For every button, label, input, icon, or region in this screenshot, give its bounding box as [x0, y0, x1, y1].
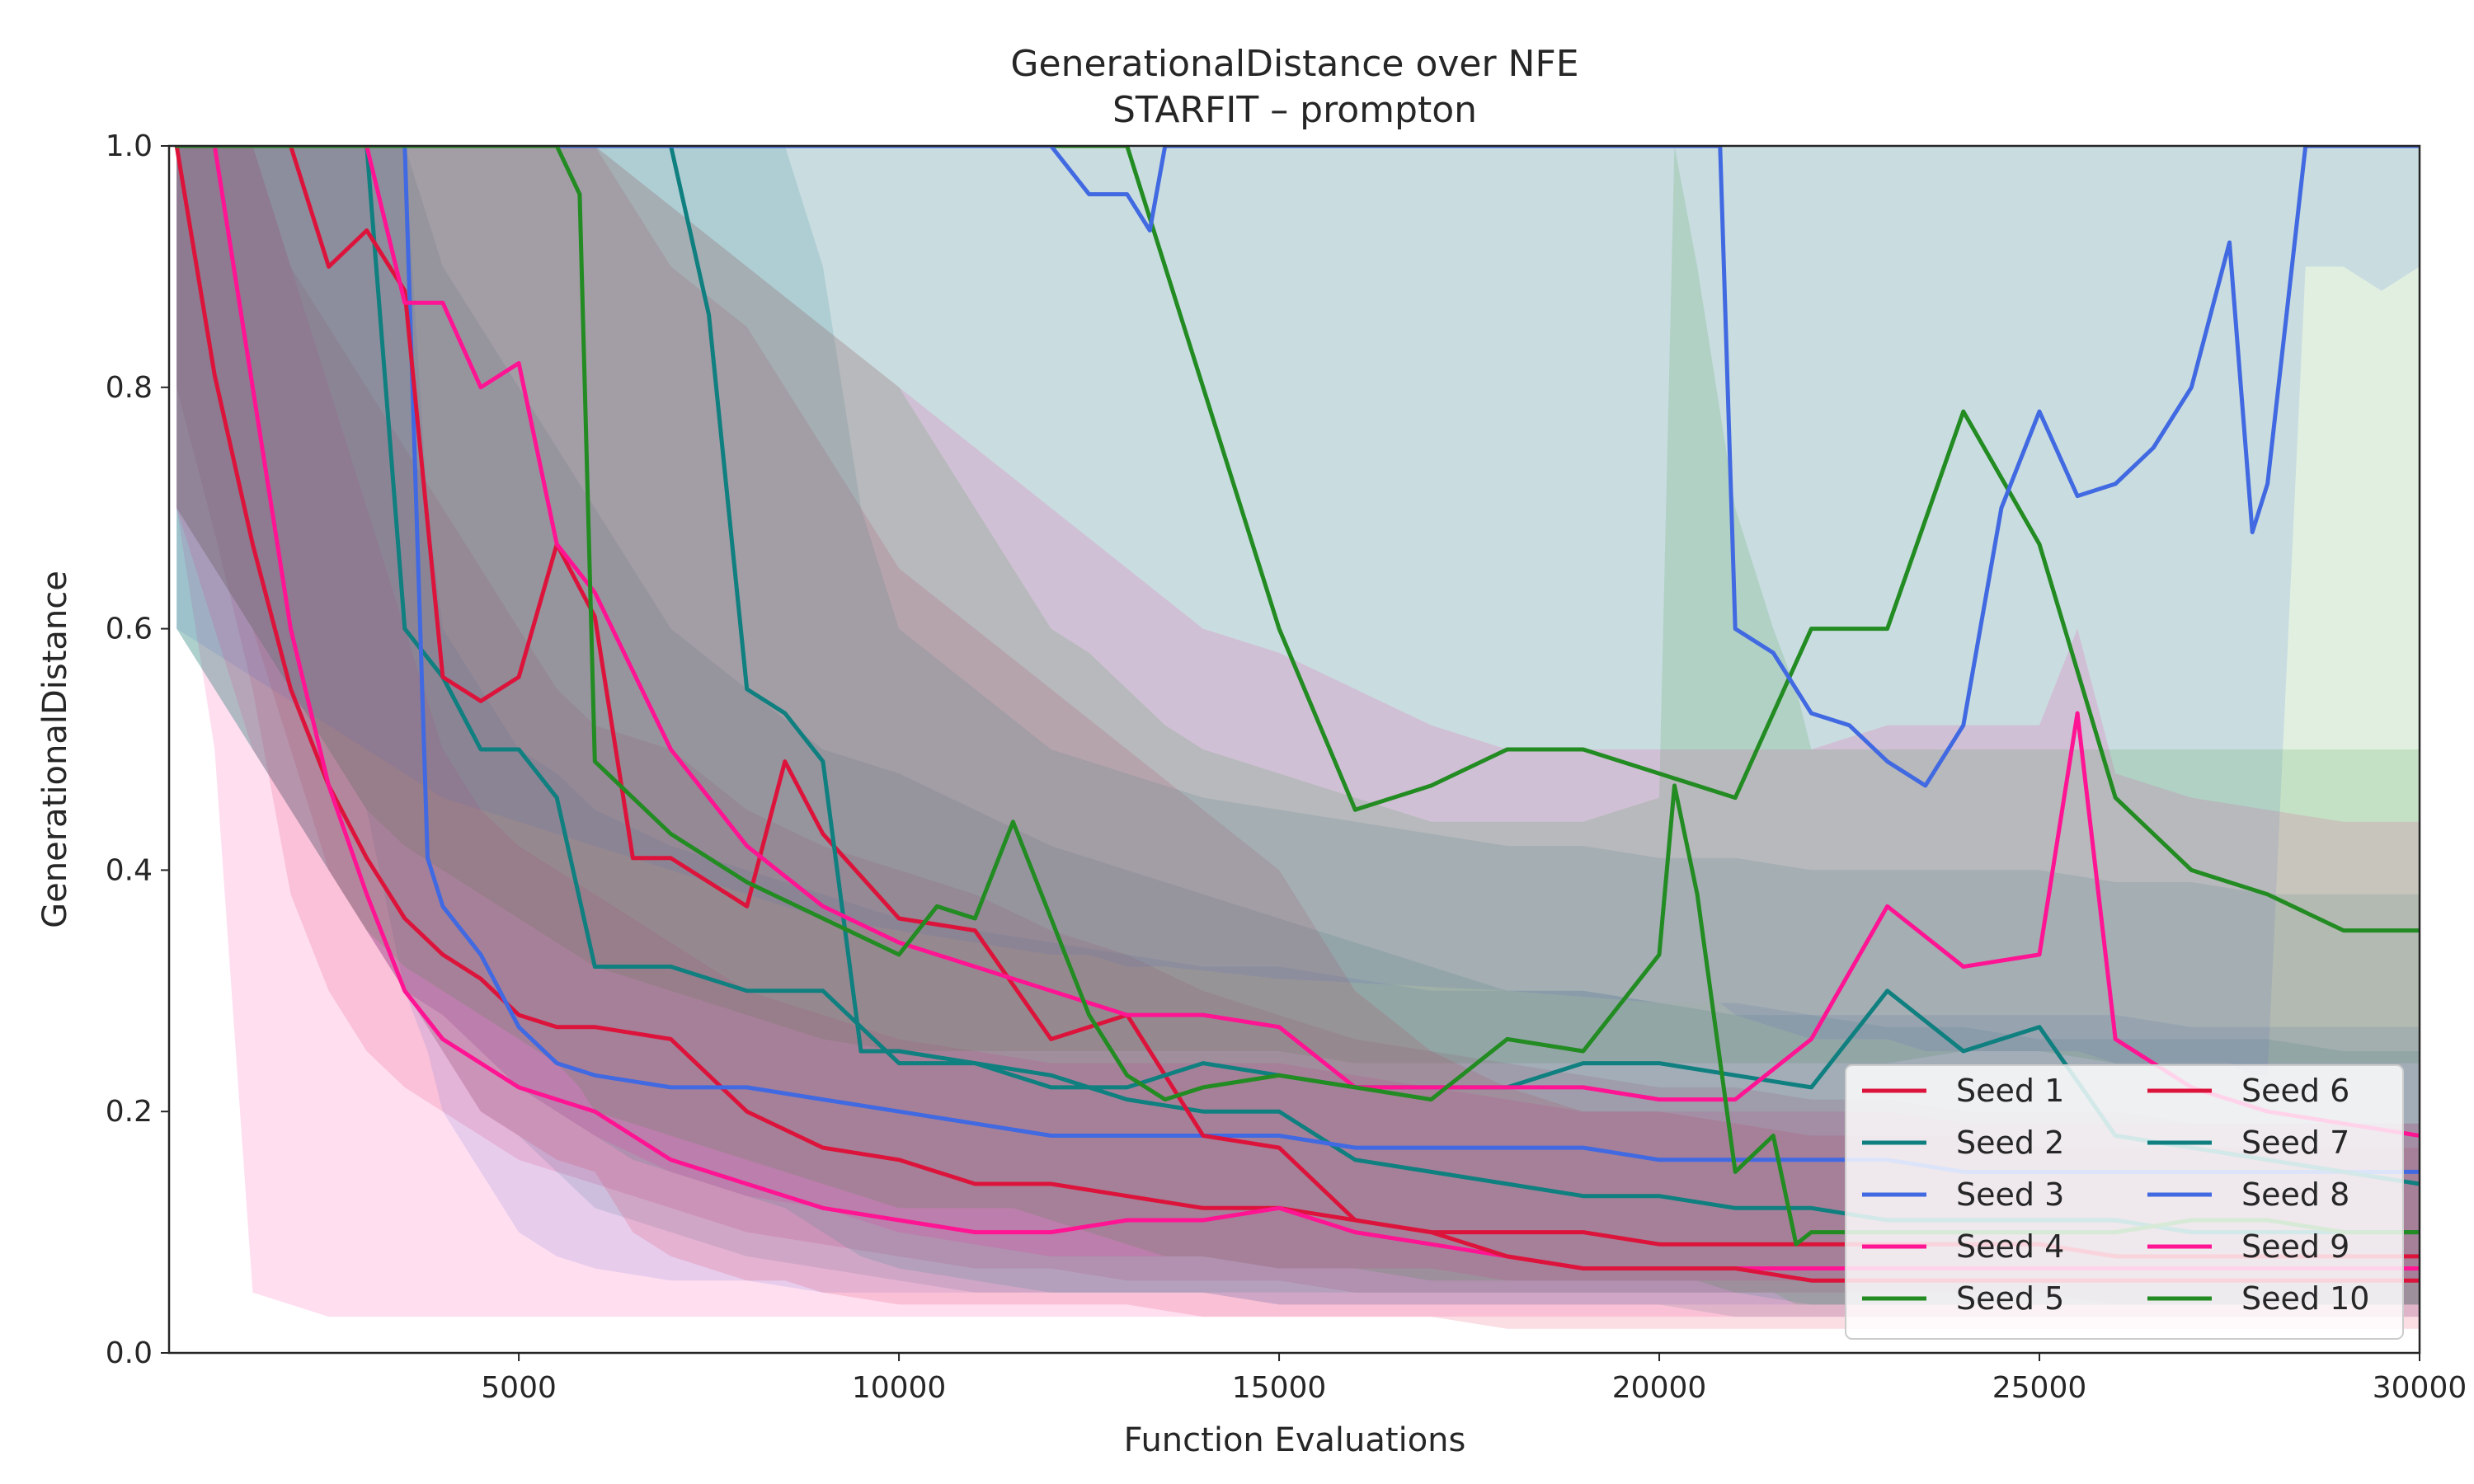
legend-label-seed-8: Seed 8 — [2241, 1176, 2349, 1213]
legend-label-seed-4: Seed 4 — [1956, 1228, 2064, 1265]
x-tick-label: 20000 — [1612, 1371, 1707, 1405]
band-seed-8 — [176, 146, 2420, 1076]
y-axis-ticks: 0.0 0.2 0.4 0.6 0.8 1.0 — [106, 129, 169, 1370]
plot-frame — [167, 144, 2421, 1355]
band-seed-7 — [176, 146, 2420, 1305]
y-tick-label: 1.0 — [106, 129, 153, 163]
y-tick-label: 0.4 — [106, 853, 153, 887]
legend: Seed 1 Seed 2 Seed 3 Seed 4 Seed 5 Seed 6 Seed… — [1845, 1064, 2404, 1340]
legend-label-seed-2: Seed 2 — [1956, 1125, 2064, 1161]
y-tick-label: 0.2 — [106, 1095, 153, 1129]
legend-label-seed-1: Seed 1 — [1956, 1073, 2064, 1109]
x-axis-label: Function Evaluations — [1124, 1421, 1466, 1459]
line-seed-9 — [174, 146, 2420, 1138]
band-seed-9 — [176, 146, 2420, 1281]
line-seed-8 — [174, 146, 2420, 788]
x-tick-label: 15000 — [1232, 1371, 1327, 1405]
legend-label-seed-3: Seed 3 — [1956, 1176, 2064, 1213]
x-tick-label: 5000 — [481, 1371, 557, 1405]
line-seed-7 — [174, 146, 2420, 1186]
legend-label-seed-7: Seed 7 — [2241, 1125, 2349, 1161]
line-seed-5 — [174, 146, 2420, 933]
y-tick-label: 0.0 — [106, 1336, 153, 1370]
chart-title: GenerationalDistance over NFE — [1010, 43, 1578, 85]
x-tick-label: 25000 — [1992, 1371, 2087, 1405]
band-seed-10 — [176, 146, 2420, 1305]
legend-label-seed-5: Seed 5 — [1956, 1280, 2064, 1317]
band-seed-1 — [176, 146, 2420, 1305]
confidence-bands — [176, 146, 2420, 1329]
legend-box — [1845, 1064, 2404, 1340]
x-tick-label: 30000 — [2373, 1371, 2467, 1405]
legend-label-seed-10: Seed 10 — [2241, 1280, 2369, 1317]
x-axis-ticks: 5000 10000 15000 20000 25000 30000 — [481, 1353, 2467, 1405]
chart-subtitle: STARFIT – prompton — [1112, 89, 1477, 131]
y-tick-label: 0.8 — [106, 371, 153, 405]
band-seed-4 — [176, 146, 2420, 1317]
x-tick-label: 10000 — [852, 1371, 947, 1405]
legend-label-seed-9: Seed 9 — [2241, 1228, 2349, 1265]
y-axis-label: GenerationalDistance — [36, 571, 74, 928]
y-tick-label: 0.6 — [106, 613, 153, 646]
band-seed-3 — [176, 146, 2420, 1305]
legend-label-seed-6: Seed 6 — [2241, 1073, 2349, 1109]
band-seed-6 — [176, 146, 2420, 1329]
